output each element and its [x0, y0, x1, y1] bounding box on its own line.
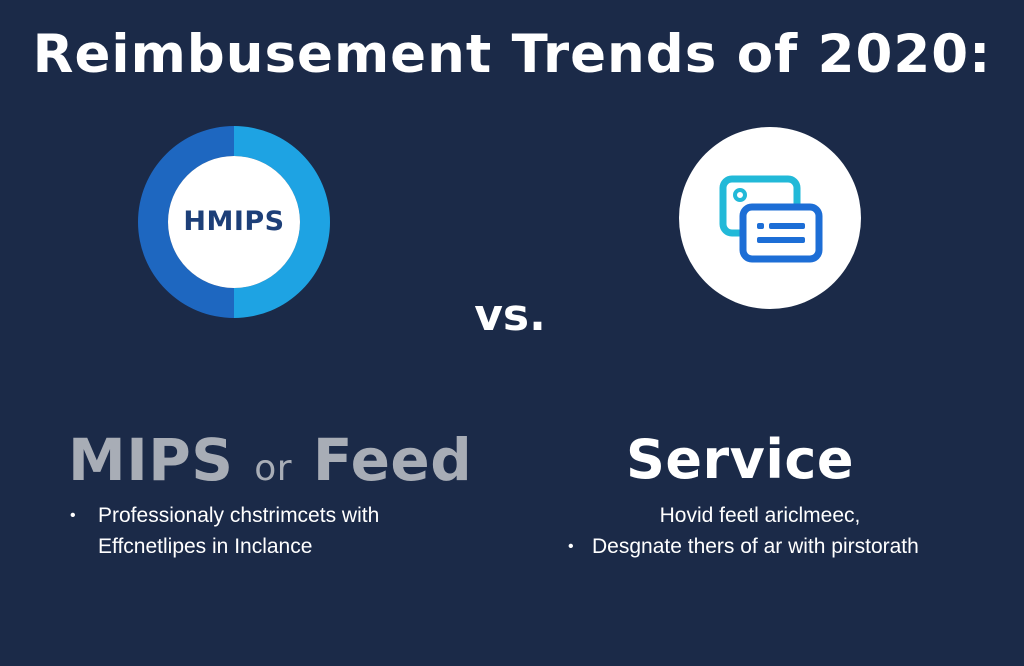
left-bullet-text: Effcnetlipes in Inclance	[98, 535, 313, 558]
page-title: Reimbusement Trends of 2020:	[32, 24, 992, 85]
right-bullet-list: Hovid feetl ariclmeec, • Desgnate thers …	[540, 500, 980, 562]
document-cards-graphic	[719, 175, 823, 263]
bullet-dot-icon: •	[70, 507, 76, 524]
left-heading: MIPS or Feed	[68, 426, 472, 494]
right-bullet-text: Desgnate thers of ar with pirstorath	[592, 535, 919, 558]
donut-ring-graphic	[138, 126, 330, 318]
left-heading-end: Feed	[312, 426, 473, 494]
left-heading-or: or	[254, 448, 293, 489]
versus-label: vs.	[474, 290, 546, 341]
right-bullet-item: • Desgnate thers of ar with pirstorath	[540, 531, 980, 562]
right-text-line: Hovid feetl ariclmeec,	[540, 500, 980, 531]
document-cards-icon	[679, 127, 861, 309]
donut-ring-icon: HMIPS	[138, 126, 330, 318]
left-heading-main: MIPS	[68, 426, 234, 494]
left-bullet-text: Professionaly chstrimcets with	[98, 504, 380, 527]
right-heading: Service	[626, 428, 854, 491]
bullet-dot-icon: •	[568, 538, 574, 555]
donut-ring-label: HMIPS	[183, 206, 285, 237]
right-line-text: Hovid feetl ariclmeec,	[659, 504, 861, 527]
